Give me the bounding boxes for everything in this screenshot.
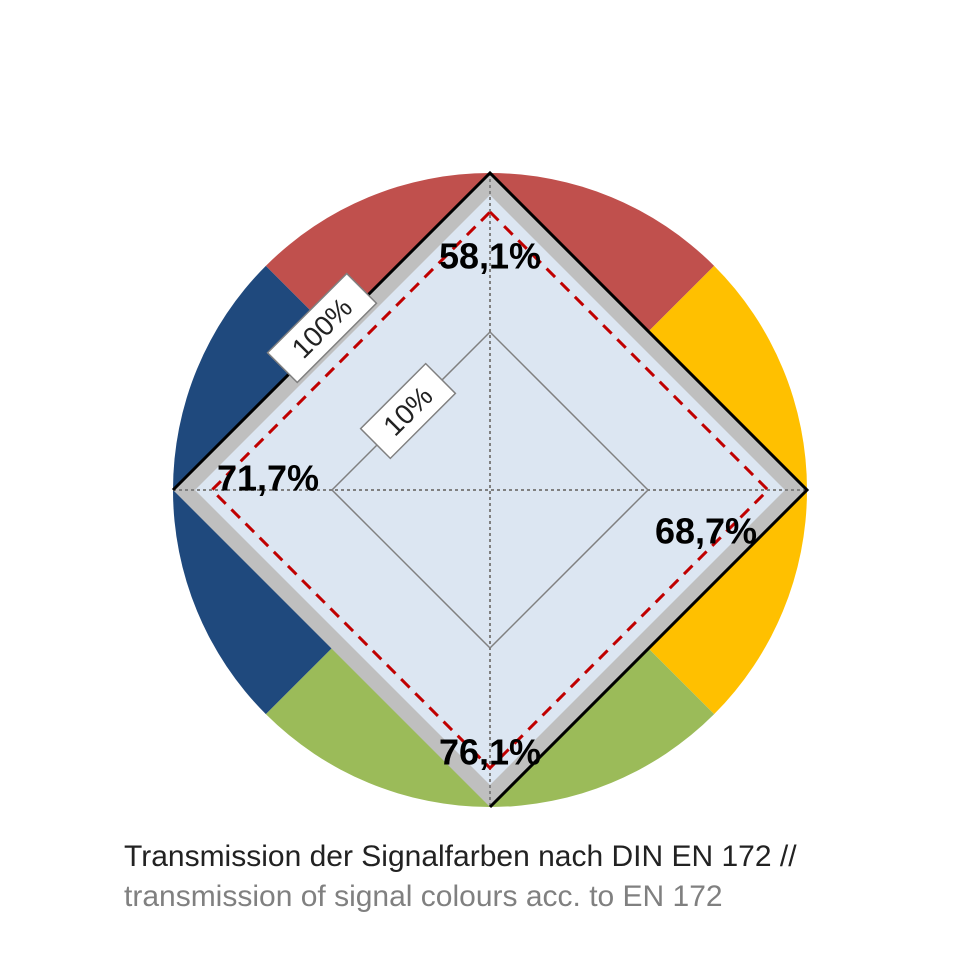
series-transmission-line (209, 209, 771, 771)
transmission-radar-chart: 100% 10% 58,1%68,7%76,1%71,7% (171, 170, 810, 809)
value-label-red: 58,1% (439, 236, 541, 277)
value-label-green: 76,1% (439, 732, 541, 773)
axis-lines (173, 173, 807, 807)
inner-area (195, 195, 785, 785)
value-labels: 58,1% 68,7% 76,1% 71,7% (217, 236, 757, 773)
caption-german: Transmission der Signalfarben nach DIN E… (124, 840, 797, 873)
value-label-blue: 71,7% (217, 458, 319, 499)
value-label-yellow: 68,7% (655, 511, 757, 552)
caption-english: transmission of signal colours acc. to E… (124, 880, 723, 913)
